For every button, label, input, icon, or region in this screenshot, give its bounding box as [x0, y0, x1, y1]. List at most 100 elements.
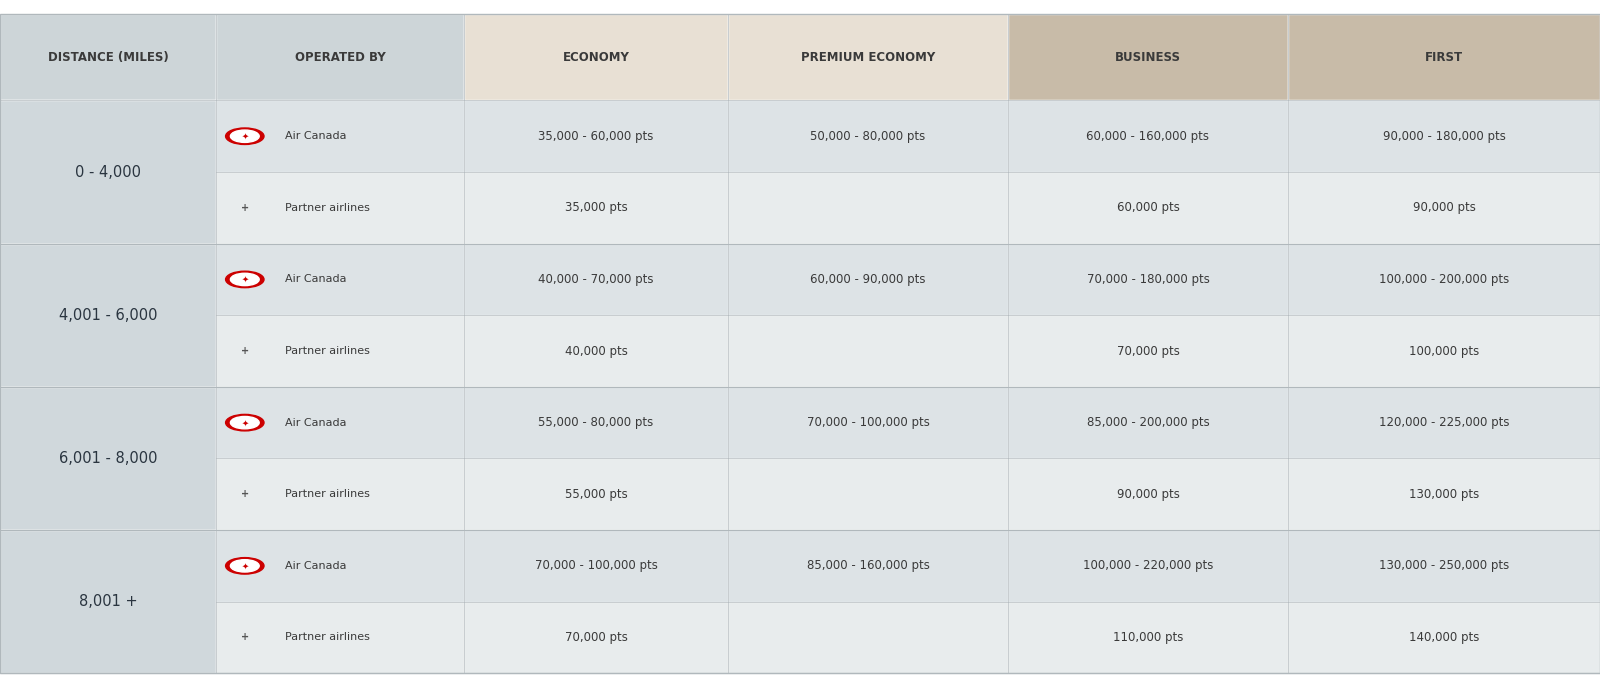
Text: 55,000 - 80,000 pts: 55,000 - 80,000 pts: [538, 416, 654, 429]
Bar: [728, 315, 1008, 387]
Circle shape: [230, 560, 259, 572]
Text: 8,001 +: 8,001 +: [78, 594, 138, 609]
Circle shape: [226, 128, 264, 144]
Bar: [728, 387, 1008, 458]
Text: 140,000 pts: 140,000 pts: [1410, 631, 1478, 644]
Bar: [0, 100, 216, 244]
Circle shape: [226, 414, 264, 431]
Bar: [464, 602, 728, 673]
Bar: [1008, 244, 1288, 315]
Bar: [216, 244, 464, 315]
Circle shape: [226, 558, 264, 574]
Text: +: +: [240, 346, 250, 356]
Bar: [1288, 100, 1600, 172]
Text: Air Canada: Air Canada: [285, 561, 346, 571]
Bar: [464, 100, 728, 172]
Text: +: +: [240, 633, 250, 642]
Text: 100,000 pts: 100,000 pts: [1410, 345, 1478, 357]
Text: 6,001 - 8,000: 6,001 - 8,000: [59, 451, 157, 466]
Text: 35,000 - 60,000 pts: 35,000 - 60,000 pts: [538, 130, 654, 143]
Bar: [728, 172, 1008, 244]
Text: 55,000 pts: 55,000 pts: [565, 488, 627, 501]
Text: 110,000 pts: 110,000 pts: [1114, 631, 1182, 644]
Text: 70,000 - 180,000 pts: 70,000 - 180,000 pts: [1086, 273, 1210, 286]
Bar: [1008, 602, 1288, 673]
Bar: [216, 315, 464, 387]
Bar: [464, 14, 728, 100]
Bar: [0, 387, 216, 530]
Bar: [216, 100, 464, 172]
Circle shape: [230, 416, 259, 429]
Text: 60,000 - 160,000 pts: 60,000 - 160,000 pts: [1086, 130, 1210, 143]
Bar: [1008, 387, 1288, 458]
Text: 40,000 pts: 40,000 pts: [565, 345, 627, 357]
Bar: [464, 458, 728, 530]
Text: ✦: ✦: [242, 418, 248, 427]
Text: 70,000 - 100,000 pts: 70,000 - 100,000 pts: [806, 416, 930, 429]
Bar: [1288, 172, 1600, 244]
Bar: [464, 387, 728, 458]
Bar: [216, 387, 464, 458]
Bar: [464, 530, 728, 602]
Text: 120,000 - 225,000 pts: 120,000 - 225,000 pts: [1379, 416, 1509, 429]
Text: 90,000 pts: 90,000 pts: [1117, 488, 1179, 501]
Text: Partner airlines: Partner airlines: [285, 489, 370, 499]
Bar: [1008, 14, 1288, 100]
Text: 100,000 - 220,000 pts: 100,000 - 220,000 pts: [1083, 559, 1213, 572]
Text: 70,000 pts: 70,000 pts: [1117, 345, 1179, 357]
Bar: [1288, 14, 1600, 100]
Bar: [728, 100, 1008, 172]
Text: Air Canada: Air Canada: [285, 131, 346, 142]
Bar: [464, 244, 728, 315]
Bar: [0, 244, 216, 387]
Bar: [1288, 458, 1600, 530]
Circle shape: [226, 271, 264, 288]
Text: Partner airlines: Partner airlines: [285, 633, 370, 642]
Bar: [1288, 244, 1600, 315]
Text: 100,000 - 200,000 pts: 100,000 - 200,000 pts: [1379, 273, 1509, 286]
Bar: [464, 172, 728, 244]
Bar: [1008, 172, 1288, 244]
Bar: [728, 602, 1008, 673]
Text: 60,000 pts: 60,000 pts: [1117, 201, 1179, 214]
Text: 90,000 pts: 90,000 pts: [1413, 201, 1475, 214]
Bar: [1008, 315, 1288, 387]
Bar: [1288, 315, 1600, 387]
Text: 60,000 - 90,000 pts: 60,000 - 90,000 pts: [810, 273, 926, 286]
Text: Partner airlines: Partner airlines: [285, 203, 370, 213]
Text: BUSINESS: BUSINESS: [1115, 51, 1181, 64]
Bar: [0, 530, 216, 673]
Text: 130,000 pts: 130,000 pts: [1410, 488, 1478, 501]
Bar: [1288, 387, 1600, 458]
Text: 85,000 - 200,000 pts: 85,000 - 200,000 pts: [1086, 416, 1210, 429]
Text: 40,000 - 70,000 pts: 40,000 - 70,000 pts: [538, 273, 654, 286]
Bar: [216, 172, 464, 244]
Bar: [1008, 100, 1288, 172]
Text: 70,000 pts: 70,000 pts: [565, 631, 627, 644]
Text: 85,000 - 160,000 pts: 85,000 - 160,000 pts: [806, 559, 930, 572]
Circle shape: [230, 273, 259, 286]
Text: ✦: ✦: [242, 561, 248, 570]
Text: PREMIUM ECONOMY: PREMIUM ECONOMY: [802, 51, 934, 64]
Text: Air Canada: Air Canada: [285, 418, 346, 427]
Text: 4,001 - 6,000: 4,001 - 6,000: [59, 308, 157, 323]
Text: DISTANCE (MILES): DISTANCE (MILES): [48, 51, 168, 64]
Text: 90,000 - 180,000 pts: 90,000 - 180,000 pts: [1382, 130, 1506, 143]
Bar: [728, 244, 1008, 315]
Text: ✦: ✦: [242, 275, 248, 284]
Bar: [728, 14, 1008, 100]
Text: Air Canada: Air Canada: [285, 274, 346, 284]
Bar: [728, 530, 1008, 602]
Text: FIRST: FIRST: [1426, 51, 1462, 64]
Text: ECONOMY: ECONOMY: [563, 51, 629, 64]
Bar: [464, 315, 728, 387]
Text: +: +: [240, 203, 250, 213]
Bar: [216, 14, 464, 100]
Circle shape: [230, 130, 259, 142]
Text: 50,000 - 80,000 pts: 50,000 - 80,000 pts: [810, 130, 926, 143]
Bar: [1288, 602, 1600, 673]
Bar: [0, 14, 216, 100]
Bar: [216, 530, 464, 602]
Text: 70,000 - 100,000 pts: 70,000 - 100,000 pts: [534, 559, 658, 572]
Text: ✦: ✦: [242, 132, 248, 141]
